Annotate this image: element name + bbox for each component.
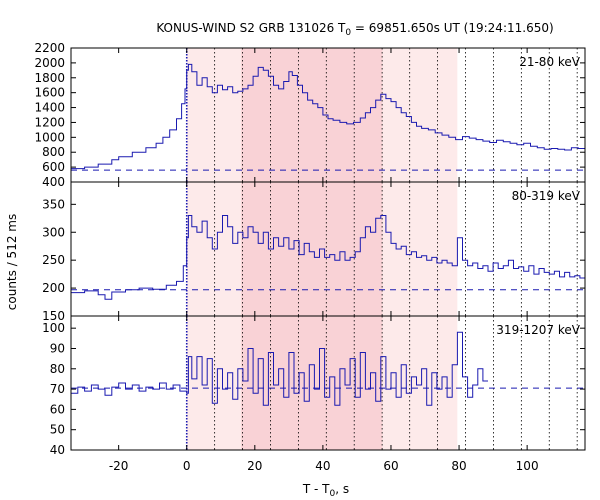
- y-tick-label-3-1: 40: [50, 443, 65, 457]
- shade-dark-panel-3: [241, 316, 383, 450]
- chart-title-main: KONUS-WIND S2 GRB 131026 T: [156, 21, 346, 35]
- x-tick-label-2: 0: [183, 459, 191, 473]
- x-axis-label-subscript: 0: [330, 489, 336, 499]
- data-line-panel-2: [71, 215, 586, 300]
- y-tick-label-3-4: 70: [50, 382, 65, 396]
- data-line-panel-3: [71, 331, 488, 406]
- x-tick-label-3: 20: [247, 459, 262, 473]
- y-tick-label-1-1: 400: [42, 175, 65, 189]
- panels-group: 400600800100012001400160018002000220021-…: [34, 41, 586, 473]
- shade-dark-panel-2: [241, 182, 383, 316]
- y-tick-label-3-6: 90: [50, 341, 65, 355]
- y-tick-label-2-4: 300: [42, 225, 65, 239]
- y-tick-label-2-1: 150: [42, 309, 65, 323]
- x-tick-label-4: 40: [315, 459, 330, 473]
- y-tick-label-2-5: 350: [42, 197, 65, 211]
- shade-dark-panel-1: [241, 48, 383, 182]
- x-tick-label-7: 100: [516, 459, 539, 473]
- y-tick-label-3-5: 80: [50, 362, 65, 376]
- y-tick-label-1-10: 2200: [34, 41, 65, 55]
- y-tick-label-1-7: 1600: [34, 86, 65, 100]
- x-axis-label-rest: , s: [335, 482, 349, 496]
- panel-energy-label-1: 21-80 keV: [519, 55, 581, 69]
- y-tick-label-1-5: 1200: [34, 115, 65, 129]
- y-tick-label-2-3: 250: [42, 253, 65, 267]
- panel-frame-3: [70, 315, 586, 451]
- y-tick-label-1-3: 800: [42, 145, 65, 159]
- chart-title-subscript: 0: [345, 28, 351, 38]
- y-tick-label-3-7: 100: [42, 321, 65, 335]
- panel-energy-label-2: 80-319 keV: [512, 189, 581, 203]
- data-line-panel-1: [71, 63, 585, 170]
- y-tick-label-3-3: 60: [50, 402, 65, 416]
- x-tick-label-1: -20: [109, 459, 129, 473]
- y-tick-label-1-2: 600: [42, 160, 65, 174]
- x-tick-label-5: 60: [383, 459, 398, 473]
- x-axis-label-main: T - T: [302, 482, 330, 496]
- y-axis-label: counts / 512 ms: [5, 214, 19, 310]
- chart-title: KONUS-WIND S2 GRB 131026 T0 = 69851.650s…: [156, 21, 553, 38]
- panel-energy-label-3: 319-1207 keV: [496, 323, 580, 337]
- chart-title-rest: = 69851.650s UT (19:24:11.650): [351, 21, 554, 35]
- x-tick-label-6: 80: [451, 459, 466, 473]
- y-tick-label-3-2: 50: [50, 423, 65, 437]
- y-tick-label-1-4: 1000: [34, 130, 65, 144]
- x-axis-label: T - T0, s: [302, 482, 349, 499]
- y-tick-label-1-9: 2000: [34, 56, 65, 70]
- y-tick-label-2-2: 200: [42, 281, 65, 295]
- y-tick-label-1-8: 1800: [34, 71, 65, 85]
- y-tick-label-1-6: 1400: [34, 101, 65, 115]
